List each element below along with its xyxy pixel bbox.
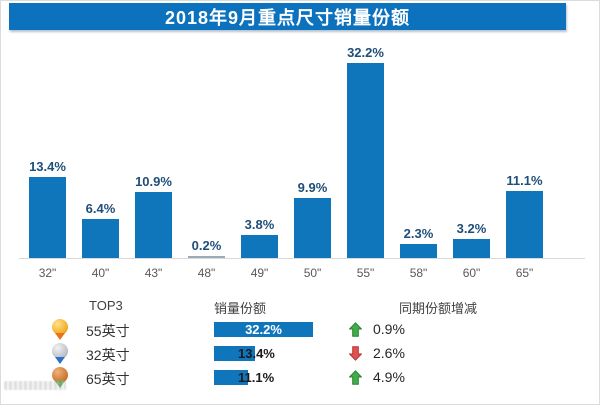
bar-group-32: 13.4% xyxy=(21,159,74,258)
share-bar-track: 32.2% xyxy=(214,322,313,337)
bar-value-label: 3.8% xyxy=(244,217,275,232)
share-value-label: 11.1% xyxy=(238,370,275,385)
top3-row: 32英寸 13.4% 2.6% xyxy=(1,343,599,365)
change-value-label: 2.6% xyxy=(373,345,405,361)
bar xyxy=(135,192,172,258)
bar-group-40: 6.4% xyxy=(74,201,127,258)
bar xyxy=(29,177,66,258)
bar-value-label: 10.9% xyxy=(135,174,172,189)
bar-value-label: 3.2% xyxy=(456,221,487,236)
watermark xyxy=(4,381,66,390)
bar xyxy=(241,235,278,258)
share-bar xyxy=(214,370,248,385)
change-value-label: 0.9% xyxy=(373,321,405,337)
x-tick-label: 40" xyxy=(91,266,110,280)
bronze-medal-icon xyxy=(52,367,68,388)
gold-medal-icon xyxy=(52,319,68,340)
share-value-label: 32.2% xyxy=(245,322,282,337)
bar xyxy=(347,63,384,258)
bar-value-label: 0.2% xyxy=(191,238,222,253)
share-value-label: 13.4% xyxy=(238,346,275,361)
x-tick-label: 58" xyxy=(409,266,428,280)
column-header-share: 销量份额 xyxy=(214,301,267,316)
bar-group-60: 3.2% xyxy=(445,221,498,258)
share-bar xyxy=(214,346,255,361)
bar-group-49: 3.8% xyxy=(233,217,286,258)
x-tick-label: 43" xyxy=(144,266,163,280)
bar-value-label: 9.9% xyxy=(297,180,328,195)
share-bar-track: 11.1% xyxy=(214,370,313,385)
sales-share-bar-chart: 13.4% 6.4% 10.9% 0.2% 3.8% 9.9% 32.2% 2.3% 3.2% 1… xyxy=(19,39,585,280)
change-value-label: 4.9% xyxy=(373,369,405,385)
bar-group-58: 2.3% xyxy=(392,226,445,258)
bar-value-label: 6.4% xyxy=(85,201,116,216)
top3-row: 55英寸 32.2% 0.9% xyxy=(1,319,599,341)
bar-value-label: 2.3% xyxy=(403,226,434,241)
x-tick-label: 32" xyxy=(38,266,57,280)
x-tick-label: 49" xyxy=(250,266,269,280)
bar xyxy=(506,191,543,258)
silver-medal-icon xyxy=(52,343,68,364)
share-bar-track: 13.4% xyxy=(214,346,313,361)
bar-group-48: 0.2% xyxy=(180,238,233,258)
down-arrow-icon xyxy=(348,346,363,361)
bar-group-65: 11.1% xyxy=(498,173,551,258)
top3-row: 65英寸 11.1% 4.9% xyxy=(1,367,599,389)
bar xyxy=(453,239,490,258)
size-label: 55英寸 xyxy=(86,323,130,339)
x-axis-ticks: 32" 40" 43" 48" 49" 50" 55" 58" 60" 65" xyxy=(19,266,585,280)
bar xyxy=(188,256,225,258)
x-tick-label: 60" xyxy=(462,266,481,280)
bar-value-label: 11.1% xyxy=(506,173,543,188)
bar-group-50: 9.9% xyxy=(286,180,339,258)
up-arrow-icon xyxy=(348,322,363,337)
bar-group-55: 32.2% xyxy=(339,45,392,258)
page-title: 2018年9月重点尺寸销量份额 xyxy=(164,7,411,28)
plot-area: 13.4% 6.4% 10.9% 0.2% 3.8% 9.9% 32.2% 2.3% 3.2% 1… xyxy=(19,39,585,259)
bar xyxy=(82,219,119,258)
x-tick-label: 48" xyxy=(197,266,216,280)
column-header-change: 同期份额增减 xyxy=(399,301,478,316)
x-tick-label: 65" xyxy=(515,266,534,280)
bar-value-label: 32.2% xyxy=(347,45,384,60)
bar xyxy=(294,198,331,258)
size-label: 32英寸 xyxy=(86,347,130,363)
x-tick-label: 50" xyxy=(303,266,322,280)
bar xyxy=(400,244,437,258)
bar-group-43: 10.9% xyxy=(127,174,180,258)
up-arrow-icon xyxy=(348,370,363,385)
column-header-top3: TOP3 xyxy=(89,298,123,313)
bar-value-label: 13.4% xyxy=(29,159,66,174)
size-label: 65英寸 xyxy=(86,371,130,387)
share-bar xyxy=(214,322,313,337)
x-tick-label: 55" xyxy=(356,266,375,280)
title-bar: 2018年9月重点尺寸销量份额 xyxy=(9,3,566,30)
